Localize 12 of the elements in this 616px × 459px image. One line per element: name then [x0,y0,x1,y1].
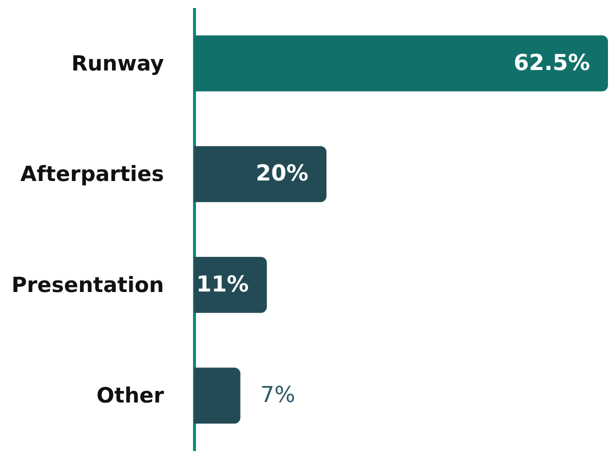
data-label: 20% [256,162,308,187]
bar [194,368,240,424]
y-tick-label: Runway [71,51,164,76]
data-label: 11% [196,272,249,298]
bar [194,256,267,313]
y-tick-label: Afterparties [20,162,164,186]
data-label: 7% [260,383,296,408]
y-tick-label: Presentation [11,272,164,297]
y-tick-label: Other [96,384,165,408]
bar [194,35,608,92]
bar [194,146,326,202]
data-label: 62.5% [514,50,590,76]
